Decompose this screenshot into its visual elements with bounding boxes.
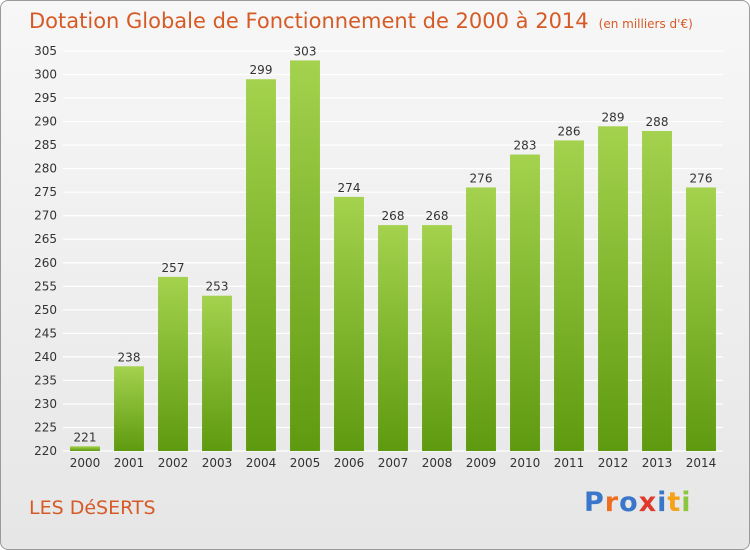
- y-axis-ticks: 220 225 230 235 240 245 250 255 260 265 270 275 280 2…: [34, 44, 57, 458]
- logo-letter: x: [638, 487, 658, 518]
- y-tick-label: 290: [34, 115, 57, 129]
- data-label-2005: 303: [294, 44, 317, 58]
- x-tick-label: 2011: [554, 456, 585, 470]
- y-tick-label: 265: [34, 232, 57, 246]
- data-label-2013: 288: [646, 115, 669, 129]
- x-tick-label: 2010: [510, 456, 541, 470]
- bar-2012: [598, 126, 628, 451]
- y-tick-label: 220: [34, 444, 57, 458]
- data-label-2004: 299: [250, 63, 273, 77]
- bar-2009: [466, 187, 496, 451]
- data-label-2011: 286: [558, 124, 581, 138]
- y-tick-label: 240: [34, 350, 57, 364]
- y-tick-label: 275: [34, 185, 57, 199]
- y-tick-label: 255: [34, 279, 57, 293]
- bar-2003: [202, 295, 232, 451]
- data-label-2006: 274: [338, 181, 361, 195]
- x-tick-label: 2006: [334, 456, 365, 470]
- commune-name: LES DéSERTS: [29, 497, 156, 519]
- unit-label: (en milliers d'€): [598, 17, 693, 31]
- logo-letter: P: [584, 487, 605, 518]
- x-tick-label: 2012: [598, 456, 629, 470]
- y-tick-label: 235: [34, 373, 57, 387]
- y-tick-label: 260: [34, 256, 57, 270]
- data-label-2008: 268: [426, 209, 449, 223]
- x-tick-label: 2005: [290, 456, 321, 470]
- bar-2002: [158, 276, 188, 451]
- y-tick-label: 295: [34, 91, 57, 105]
- data-label-2012: 289: [602, 110, 625, 124]
- bar-2014: [686, 187, 716, 451]
- bar-2008: [422, 225, 452, 451]
- x-axis-ticks: 2000 2001 2002 2003 2004 2005 2006 2007 2008 2009…: [70, 456, 717, 470]
- logo-letter: i: [657, 487, 668, 518]
- bar-2000: [70, 446, 100, 451]
- data-label-2009: 276: [470, 171, 493, 185]
- y-tick-label: 300: [34, 68, 57, 82]
- data-label-2003: 253: [206, 280, 229, 294]
- y-tick-label: 280: [34, 162, 57, 176]
- x-tick-label: 2001: [114, 456, 145, 470]
- bar-2007: [378, 225, 408, 451]
- x-tick-label: 2009: [466, 456, 497, 470]
- title-text: Dotation Globale de Fonctionnement de 20…: [29, 9, 589, 33]
- data-label-2014: 276: [690, 171, 713, 185]
- x-tick-label: 2004: [246, 456, 277, 470]
- y-tick-label: 225: [34, 420, 57, 434]
- bar-2005: [290, 60, 320, 451]
- x-tick-label: 2008: [422, 456, 453, 470]
- y-tick-label: 245: [34, 326, 57, 340]
- bar-2001: [114, 366, 144, 451]
- bar-2004: [246, 79, 276, 451]
- bar-2013: [642, 131, 672, 451]
- data-label-2007: 268: [382, 209, 405, 223]
- x-tick-label: 2002: [158, 456, 189, 470]
- y-tick-label: 285: [34, 138, 57, 152]
- proxiti-logo: Proxiti: [584, 487, 692, 518]
- y-tick-label: 250: [34, 303, 57, 317]
- y-tick-label: 230: [34, 397, 57, 411]
- x-tick-label: 2000: [70, 456, 101, 470]
- logo-letter: t: [667, 487, 682, 518]
- x-tick-label: 2003: [202, 456, 233, 470]
- logo-letter: r: [604, 487, 620, 518]
- data-labels: 221 238 257 253 299 303 274 268 268 276 283 286 289 2…: [74, 44, 713, 444]
- x-tick-label: 2007: [378, 456, 409, 470]
- bar-2011: [554, 140, 584, 452]
- data-label-2010: 283: [514, 139, 537, 153]
- x-tick-label: 2014: [686, 456, 717, 470]
- y-tick-label: 270: [34, 209, 57, 223]
- logo-letter: i: [681, 487, 692, 518]
- x-tick-label: 2013: [642, 456, 673, 470]
- chart-title: Dotation Globale de Fonctionnement de 20…: [29, 9, 693, 33]
- y-tick-label: 305: [34, 44, 57, 58]
- data-label-2002: 257: [162, 261, 185, 275]
- bar-2010: [510, 154, 540, 451]
- data-label-2000: 221: [74, 430, 97, 444]
- bars: [70, 60, 716, 452]
- data-label-2001: 238: [118, 350, 141, 364]
- bar-2006: [334, 196, 364, 451]
- logo-letter: o: [619, 487, 639, 518]
